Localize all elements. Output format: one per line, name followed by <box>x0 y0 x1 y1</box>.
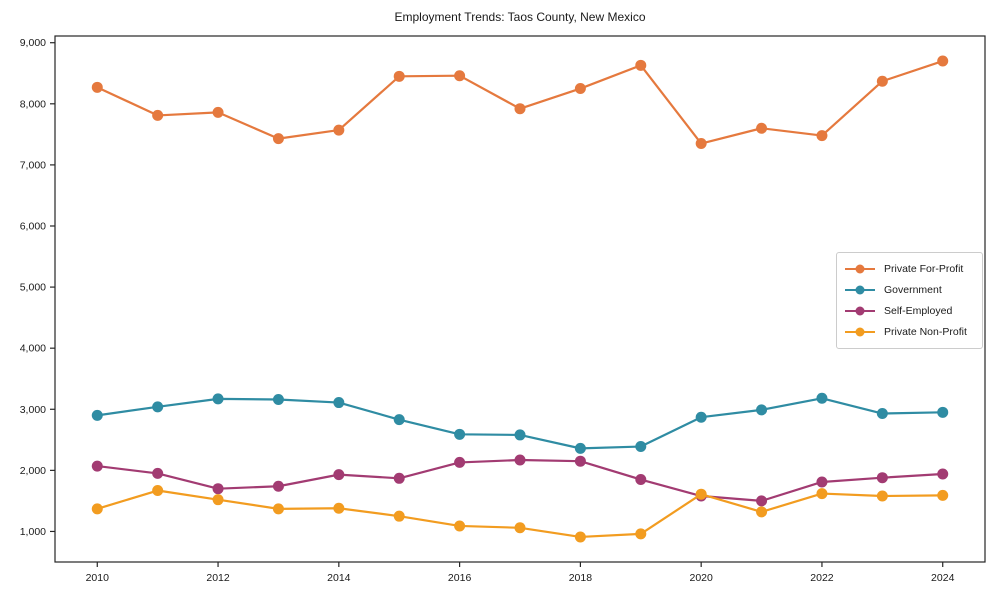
data-point-government-2023 <box>876 408 888 420</box>
y-tick-label: 5,000 <box>20 282 46 294</box>
data-point-government-2015 <box>393 414 405 426</box>
legend-item-private-for-profit: Private For-Profit <box>845 260 974 278</box>
data-point-self-employed-2016 <box>454 456 466 468</box>
data-point-private-non-profit-2017 <box>514 522 526 534</box>
plot-area-border <box>54 35 986 563</box>
data-point-private-non-profit-2014 <box>333 502 345 514</box>
y-tick-label: 3,000 <box>20 404 46 416</box>
legend-line-swatch <box>845 285 875 295</box>
y-tick-label: 1,000 <box>20 526 46 538</box>
data-point-self-employed-2021 <box>756 495 768 507</box>
data-point-private-for-profit-2016 <box>454 70 466 82</box>
legend-label: Government <box>884 284 942 296</box>
data-point-self-employed-2013 <box>272 480 284 492</box>
legend-item-self-employed: Self-Employed <box>845 302 974 320</box>
data-point-private-for-profit-2017 <box>514 103 526 115</box>
data-point-government-2010 <box>91 409 103 421</box>
data-point-private-non-profit-2011 <box>152 485 164 497</box>
data-point-government-2012 <box>212 393 224 405</box>
legend: Private For-Profit Government Self-Employe… <box>836 252 983 349</box>
series-line-government <box>96 397 944 450</box>
data-point-private-non-profit-2013 <box>272 503 284 515</box>
data-point-private-for-profit-2010 <box>91 81 103 93</box>
data-point-self-employed-2019 <box>635 474 647 486</box>
series-line-private-for-profit <box>96 59 944 145</box>
x-tick-label: 2022 <box>810 572 834 584</box>
legend-line-swatch <box>845 264 875 274</box>
data-point-private-for-profit-2014 <box>333 124 345 136</box>
data-point-government-2018 <box>574 442 586 454</box>
x-tick-label: 2018 <box>569 572 593 584</box>
x-tick-label: 2020 <box>689 572 713 584</box>
chart-title: Employment Trends: Taos County, New Mexi… <box>394 10 646 24</box>
x-tick-label: 2010 <box>86 572 110 584</box>
legend-marker-dot <box>855 264 865 274</box>
legend-line-swatch <box>845 327 875 337</box>
data-point-private-for-profit-2022 <box>816 130 828 142</box>
data-point-private-non-profit-2010 <box>91 503 103 515</box>
data-point-government-2011 <box>152 401 164 413</box>
data-point-private-for-profit-2015 <box>393 70 405 82</box>
data-point-government-2020 <box>695 411 707 423</box>
legend-marker-dot <box>855 327 865 337</box>
data-point-private-non-profit-2016 <box>454 520 466 532</box>
legend-item-government: Government <box>845 281 974 299</box>
data-point-government-2017 <box>514 429 526 441</box>
data-point-government-2013 <box>272 393 284 405</box>
data-point-self-employed-2022 <box>816 476 828 488</box>
data-point-private-non-profit-2022 <box>816 488 828 500</box>
data-point-government-2014 <box>333 397 345 409</box>
data-point-private-non-profit-2023 <box>876 490 888 502</box>
data-point-private-for-profit-2023 <box>876 75 888 87</box>
data-point-self-employed-2015 <box>393 472 405 484</box>
legend-line-swatch <box>845 306 875 316</box>
data-point-self-employed-2024 <box>937 468 949 480</box>
data-point-private-for-profit-2018 <box>574 83 586 95</box>
y-tick-label: 2,000 <box>20 465 46 477</box>
x-tick-label: 2012 <box>206 572 230 584</box>
x-tick-label: 2014 <box>327 572 351 584</box>
legend-marker-dot <box>855 285 865 295</box>
data-point-government-2016 <box>454 428 466 440</box>
data-point-private-non-profit-2015 <box>393 510 405 522</box>
data-point-government-2024 <box>937 406 949 418</box>
legend-label: Self-Employed <box>884 305 953 317</box>
data-point-government-2022 <box>816 392 828 404</box>
y-tick-label: 4,000 <box>20 343 46 355</box>
legend-label: Private For-Profit <box>884 263 964 275</box>
data-point-private-non-profit-2020 <box>695 488 707 500</box>
legend-marker-dot <box>855 306 865 316</box>
y-tick-label: 7,000 <box>20 159 46 171</box>
data-point-private-for-profit-2013 <box>272 133 284 145</box>
data-point-private-for-profit-2020 <box>695 138 707 150</box>
data-point-private-for-profit-2019 <box>635 59 647 71</box>
data-point-self-employed-2012 <box>212 483 224 495</box>
data-point-private-non-profit-2019 <box>635 528 647 540</box>
x-tick-label: 2024 <box>931 572 955 584</box>
data-point-private-for-profit-2011 <box>152 109 164 121</box>
data-point-government-2019 <box>635 441 647 453</box>
data-point-government-2021 <box>756 404 768 416</box>
y-tick-label: 9,000 <box>20 37 46 49</box>
data-point-self-employed-2018 <box>574 455 586 467</box>
data-point-self-employed-2017 <box>514 454 526 466</box>
data-point-self-employed-2023 <box>876 472 888 484</box>
data-point-private-non-profit-2024 <box>937 489 949 501</box>
y-tick-label: 8,000 <box>20 98 46 110</box>
data-point-private-non-profit-2012 <box>212 494 224 506</box>
legend-label: Private Non-Profit <box>884 326 967 338</box>
x-tick-label: 2016 <box>448 572 472 584</box>
data-point-private-non-profit-2021 <box>756 506 768 518</box>
data-point-private-for-profit-2024 <box>937 55 949 67</box>
data-point-private-non-profit-2018 <box>574 531 586 543</box>
data-point-self-employed-2011 <box>152 467 164 479</box>
data-point-self-employed-2010 <box>91 460 103 472</box>
data-point-private-for-profit-2021 <box>756 122 768 134</box>
data-point-self-employed-2014 <box>333 469 345 481</box>
data-point-private-for-profit-2012 <box>212 106 224 118</box>
legend-item-private-non-profit: Private Non-Profit <box>845 323 974 341</box>
y-tick-label: 6,000 <box>20 220 46 232</box>
